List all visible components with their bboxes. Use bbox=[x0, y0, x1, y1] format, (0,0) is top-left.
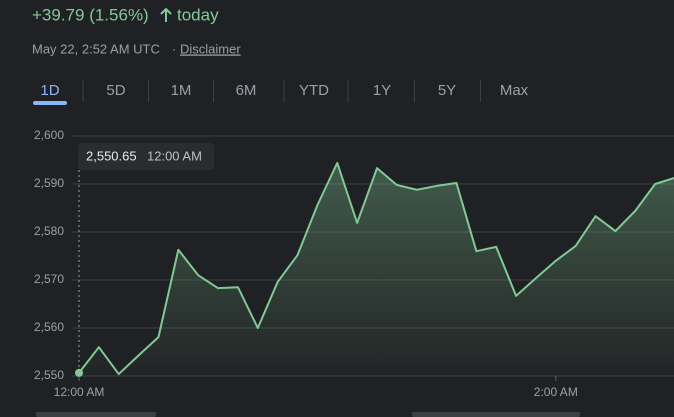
y-tick-label: 2,580 bbox=[34, 224, 64, 238]
range-tab[interactable]: YTD bbox=[299, 82, 329, 99]
range-tabs: 1D 5D 1M 6M YTD 1Y 5Y Max bbox=[33, 80, 529, 105]
hover-dot bbox=[75, 368, 83, 377]
x-tick-label: 12:00 AM bbox=[54, 385, 105, 399]
range-tab[interactable]: 5Y bbox=[438, 82, 456, 99]
y-tick-label: 2,550 bbox=[34, 368, 64, 382]
range-tab[interactable]: 1Y bbox=[373, 82, 391, 99]
y-tick-label: 2,570 bbox=[34, 272, 64, 286]
disclaimer-link[interactable]: Disclaimer bbox=[180, 41, 241, 56]
y-tick-label: 2,600 bbox=[34, 128, 64, 142]
range-tab[interactable]: 1D bbox=[40, 82, 59, 99]
y-tick-label: 2,590 bbox=[34, 176, 64, 190]
footer-bar bbox=[36, 412, 156, 417]
price-change: +39.79 (1.56%) bbox=[32, 5, 149, 24]
separator: · bbox=[172, 41, 176, 56]
range-tab[interactable]: 6M bbox=[236, 82, 257, 99]
footer-bar bbox=[412, 412, 580, 417]
tooltip bbox=[78, 143, 214, 170]
tooltip-time: 12:00 AM bbox=[147, 148, 202, 163]
tooltip-value: 2,550.65 bbox=[86, 148, 137, 163]
plot: 2,550 2,560 2,570 2,580 2,590 2,600 12:00 AM 2:… bbox=[34, 128, 674, 399]
range-tab[interactable]: 1M bbox=[171, 82, 192, 99]
range-tab[interactable]: Max bbox=[500, 82, 529, 99]
active-indicator bbox=[33, 101, 67, 105]
y-tick-label: 2,560 bbox=[34, 320, 64, 334]
period: today bbox=[177, 5, 219, 24]
range-tab[interactable]: 5D bbox=[106, 82, 125, 99]
up-arrow bbox=[160, 7, 172, 22]
price-line bbox=[78, 161, 674, 376]
x-tick-label: 2:00 AM bbox=[534, 385, 578, 399]
area-fill bbox=[79, 162, 674, 376]
timestamp: May 22, 2:52 AM UTC bbox=[32, 41, 160, 56]
